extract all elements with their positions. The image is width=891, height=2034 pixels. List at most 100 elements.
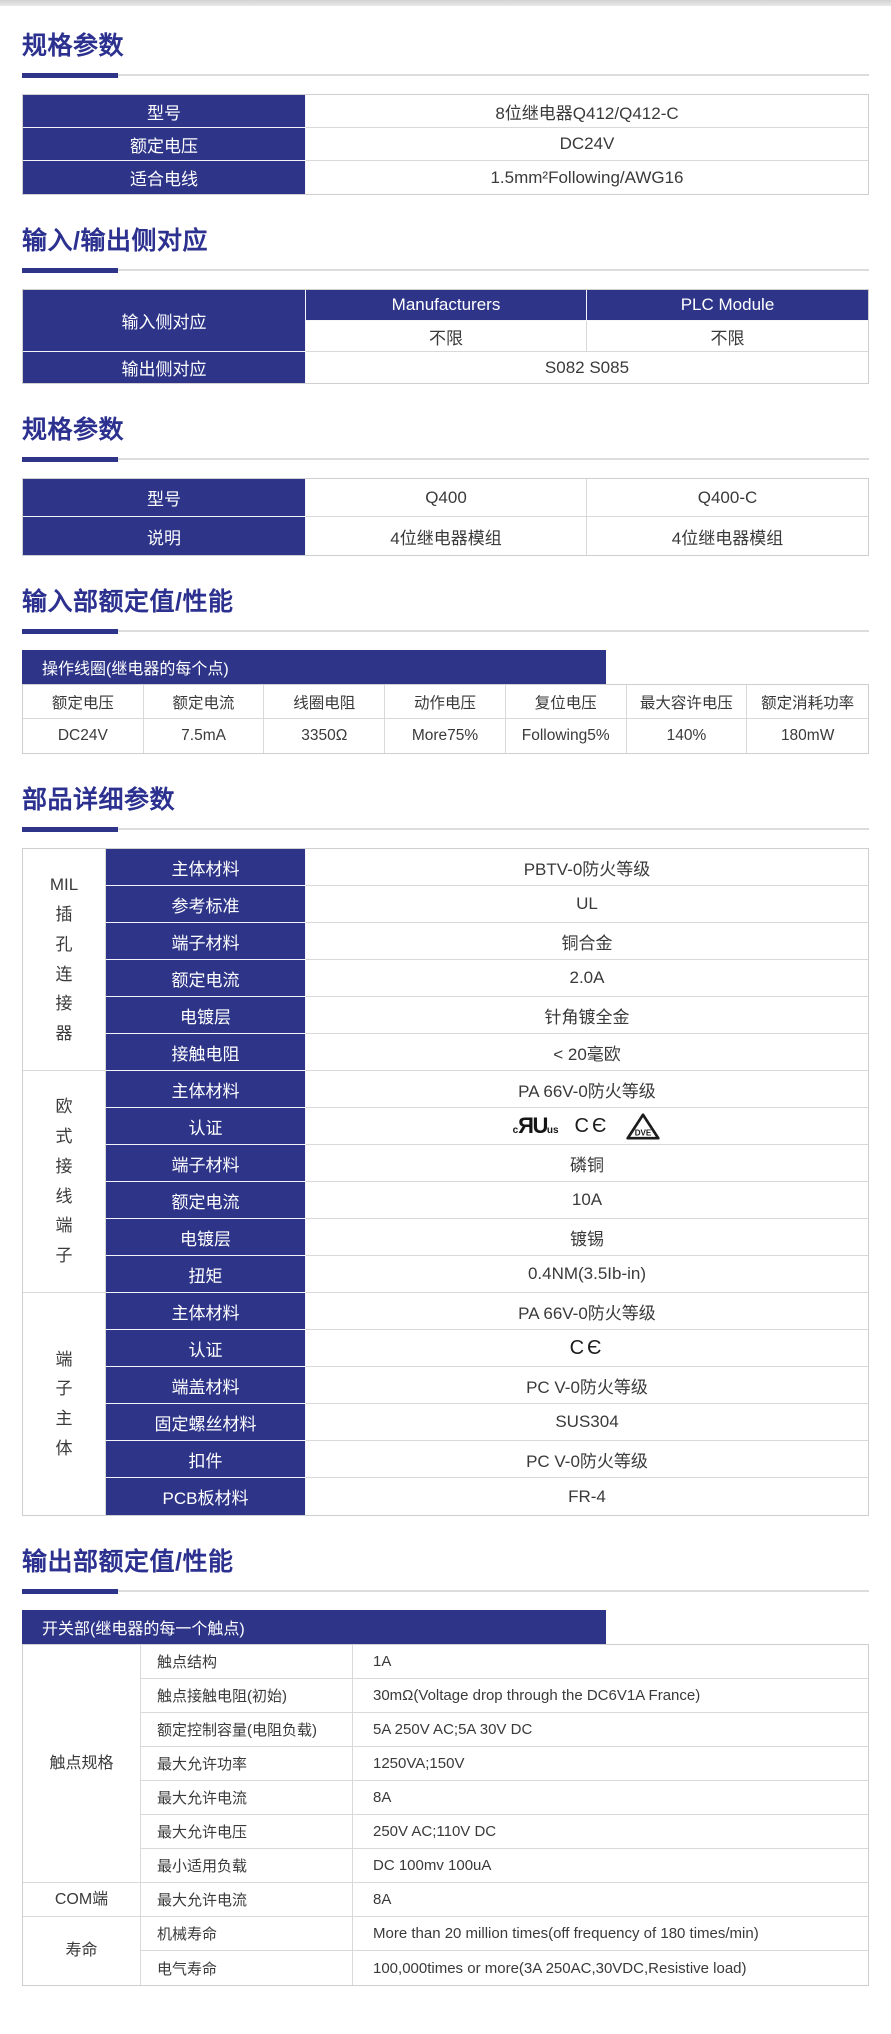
section-specs-q400: 规格参数 型号 Q400 Q400-C 说明 4位继电器模组 4位继电器模组 (22, 410, 869, 556)
row-label: 额定电流 (106, 1182, 306, 1219)
row-value: 磷铜 (306, 1145, 868, 1182)
row-label: 电镀层 (106, 997, 306, 1034)
section-heading: 部品详细参数 (22, 786, 176, 814)
row-label: 额定电压 (23, 128, 306, 161)
col-header-plc-module: PLC Module (587, 290, 868, 321)
row-label: PCB板材料 (106, 1478, 306, 1515)
section-heading: 输入部额定值/性能 (22, 588, 234, 616)
output-side-label: 输出侧对应 (23, 352, 306, 383)
row-value: 8位继电器Q412/Q412-C (306, 95, 868, 128)
row-value: 2.0A (306, 960, 868, 997)
section-heading: 规格参数 (22, 32, 125, 60)
group-com-terminal: COM端 (23, 1883, 141, 1917)
row-label: 最大允许电流 (141, 1781, 353, 1815)
row-label: 机械寿命 (141, 1917, 353, 1951)
col-header: 额定消耗功率 (747, 685, 868, 719)
manufacturers-value: 不限 (306, 321, 587, 352)
row-value: SUS304 (306, 1404, 868, 1441)
top-divider (0, 0, 891, 6)
io-mapping-table: 输入侧对应 Manufacturers PLC Module 不限 不限 输出侧… (22, 289, 869, 384)
row-label: 扣件 (106, 1441, 306, 1478)
row-value: More than 20 million times(off frequency… (353, 1917, 868, 1951)
input-side-label: 输入侧对应 (23, 290, 306, 352)
component-details-table: MIL 插 孔 连 接 器 欧 式 接 线 端 子 端 子 主 体 主体材料 P… (22, 848, 869, 1516)
heading-rule (22, 826, 869, 832)
row-label: 最小适用负载 (141, 1849, 353, 1883)
coil-ratings-table: 额定电压 额定电流 线圈电阻 动作电压 复位电压 最大容许电压 额定消耗功率 D… (22, 684, 869, 754)
row-label: 最大允许电流 (141, 1883, 353, 1917)
heading-rule (22, 267, 869, 273)
row-value: 30mΩ(Voltage drop through the DC6V1A Fra… (353, 1679, 868, 1713)
col-header-manufacturers: Manufacturers (306, 290, 587, 321)
row-value: PC V-0防火等级 (306, 1441, 868, 1478)
q400-value: Q400 (306, 479, 587, 517)
col-header: 最大容许电压 (626, 685, 748, 719)
row-value: 铜合金 (306, 923, 868, 960)
group-terminal-body: 端 子 主 体 (23, 1293, 106, 1515)
row-label: 型号 (23, 95, 306, 128)
col-value: 3350Ω (264, 719, 386, 753)
row-label: 最大允许功率 (141, 1747, 353, 1781)
section-specs-q412: 规格参数 型号 8位继电器Q412/Q412-C 额定电压 DC24V 适合电线… (22, 26, 869, 195)
row-value: 0.4NM(3.5Ib-in) (306, 1256, 868, 1293)
content: 规格参数 型号 8位继电器Q412/Q412-C 额定电压 DC24V 适合电线… (22, 26, 869, 2034)
coil-band-title: 操作线圈(继电器的每个点) (22, 650, 607, 684)
heading-rule (22, 456, 869, 462)
col-value: 140% (627, 719, 748, 753)
row-value: 针角镀全金 (306, 997, 868, 1034)
row-label: 电气寿命 (141, 1951, 353, 1985)
row-value: 100,000times or more(3A 250AC,30VDC,Resi… (373, 1959, 747, 1977)
row-value: PBTV-0防火等级 (306, 849, 868, 886)
col-value: Following5% (506, 719, 627, 753)
col-header: 额定电压 (23, 685, 144, 719)
row-value: 250V AC;110V DC (353, 1815, 868, 1849)
q400c-value: Q400-C (587, 479, 868, 517)
col-header: 线圈电阻 (264, 685, 386, 719)
row-value: 镀锡 (306, 1219, 868, 1256)
row-value: 8A (353, 1781, 868, 1815)
svg-text:DVE: DVE (635, 1128, 652, 1137)
col-value: DC24V (23, 719, 144, 753)
row-label: 额定控制容量(电阻负载) (141, 1713, 353, 1747)
q400c-desc: 4位继电器模组 (671, 528, 784, 548)
row-value: < 20毫欧 (306, 1034, 868, 1071)
row-label: 触点接触电阻(初始) (141, 1679, 353, 1713)
section-component-details: 部品详细参数 MIL 插 孔 连 接 器 欧 式 接 线 端 子 端 子 主 体… (22, 780, 869, 1516)
heading-rule (22, 72, 869, 78)
row-value: 5A 250V AC;5A 30V DC (353, 1713, 868, 1747)
row-value: 10A (306, 1182, 868, 1219)
vde-icon: DVE (625, 1112, 661, 1141)
cULus-icon: c ЯU us (512, 1113, 559, 1138)
row-label: 额定电流 (106, 960, 306, 997)
row-label: 主体材料 (106, 1071, 306, 1108)
spec-table-q412: 型号 8位继电器Q412/Q412-C 额定电压 DC24V 适合电线 1.5m… (22, 94, 869, 195)
row-label: 参考标准 (106, 886, 306, 923)
row-value: 1250VA;150V (353, 1747, 868, 1781)
row-label: 认证 (106, 1108, 306, 1145)
group-lifespan: 寿命 (23, 1917, 141, 1985)
col-header: 额定电流 (143, 685, 265, 719)
spec-table-q400: 型号 Q400 Q400-C 说明 4位继电器模组 4位继电器模组 (22, 478, 869, 556)
section-output-ratings: 输出部额定值/性能 开关部(继电器的每一个触点) 触点规格 COM端 寿命 触点… (22, 1542, 869, 1986)
certification-ce-cell: CЄ (306, 1330, 868, 1367)
section-heading: 输入/输出侧对应 (22, 227, 208, 255)
certification-icons-cell: c ЯU us CЄ DVE (306, 1108, 868, 1145)
row-label: 电镀层 (106, 1219, 306, 1256)
row-value: PA 66V-0防火等级 (306, 1293, 868, 1330)
plc-module-value: 不限 (587, 321, 868, 352)
group-eu-terminal: 欧 式 接 线 端 子 (23, 1071, 106, 1293)
col-value: 180mW (780, 727, 835, 744)
col-header: 动作电压 (385, 685, 506, 719)
row-value: UL (306, 886, 868, 923)
section-heading: 输出部额定值/性能 (22, 1548, 234, 1576)
section-input-ratings: 输入部额定值/性能 操作线圈(继电器的每个点) 额定电压 额定电流 线圈电阻 动… (22, 582, 869, 754)
q400-desc: 4位继电器模组 (306, 517, 587, 555)
row-label: 固定螺丝材料 (106, 1404, 306, 1441)
row-label: 适合电线 (23, 161, 306, 194)
col-header: 复位电压 (505, 685, 627, 719)
row-value: PC V-0防火等级 (306, 1367, 868, 1404)
row-label: 认证 (106, 1330, 306, 1367)
ce-icon: CЄ (569, 1337, 605, 1359)
row-label: 最大允许电压 (141, 1815, 353, 1849)
